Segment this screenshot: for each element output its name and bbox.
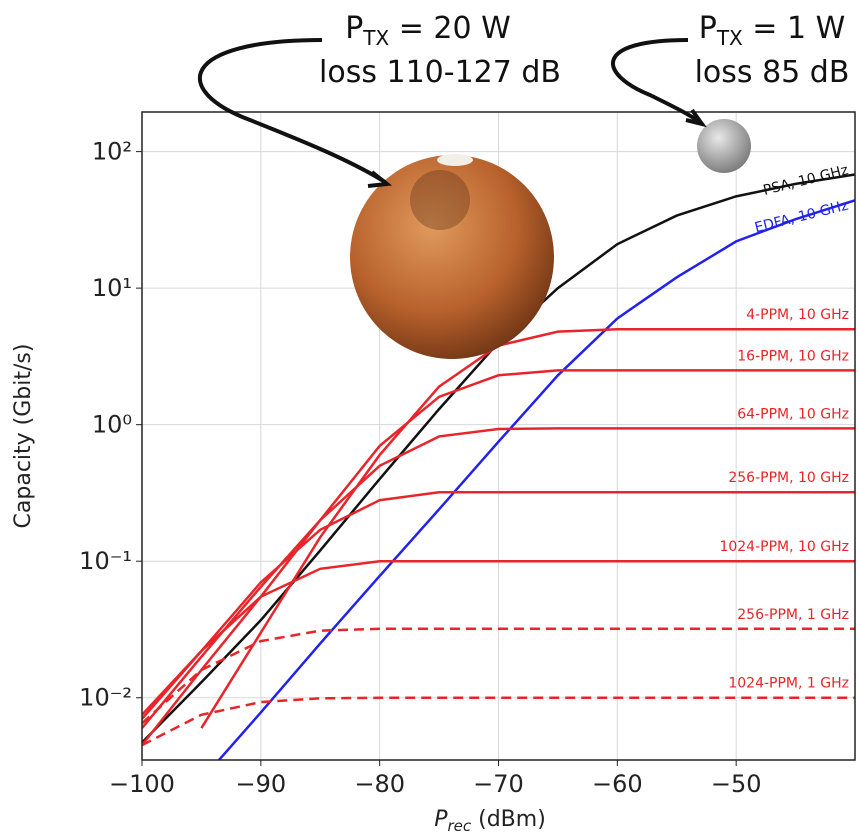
y-tick-label: 10¹ <box>92 274 132 302</box>
x-label-unit: (dBm) <box>471 807 546 832</box>
power: = 1 W <box>743 11 846 46</box>
x-axis-label: Prec (dBm) <box>434 807 546 835</box>
mars-ice-cap <box>437 154 473 166</box>
x-tick-label: −50 <box>711 770 762 798</box>
annotation-loss: loss 85 dB <box>695 55 850 90</box>
y-tick-label: 10⁰ <box>92 411 132 439</box>
mars-feature <box>410 170 470 230</box>
y-tick-label: 10⁻² <box>79 684 132 712</box>
series-label: 16-PPM, 10 GHz <box>737 348 849 364</box>
x-label-main: P <box>434 807 448 832</box>
x-tick-label: −90 <box>236 770 287 798</box>
series-label: 256-PPM, 10 GHz <box>728 470 849 486</box>
series-label: 1024-PPM, 10 GHz <box>719 539 849 555</box>
annotation-power: PTX = 20 W <box>345 11 511 50</box>
x-tick-label: −70 <box>473 770 524 798</box>
chart: Capacity (Gbit/s) Prec (dBm) PTX = 20 W … <box>0 0 858 838</box>
p: P <box>699 11 717 46</box>
y-axis-label: Capacity (Gbit/s) <box>11 344 36 529</box>
series-label: 4-PPM, 10 GHz <box>746 307 849 323</box>
p-sub: TX <box>716 26 743 50</box>
arrow-moon <box>613 40 700 122</box>
series-label: 64-PPM, 10 GHz <box>737 406 849 422</box>
series-label: PSA, 10 GHz <box>762 162 850 199</box>
p-sub: TX <box>362 26 389 50</box>
x-tick-label: −60 <box>592 770 643 798</box>
x-tick-label: −100 <box>109 770 175 798</box>
y-tick-label: 10⁻¹ <box>79 547 132 575</box>
series-label: 1024-PPM, 1 GHz <box>728 676 849 692</box>
y-tick-label: 10² <box>92 138 132 166</box>
power: = 20 W <box>389 11 511 46</box>
x-tick-label: −80 <box>354 770 405 798</box>
annotation-power: PTX = 1 W <box>699 11 846 50</box>
series-label: EDFA, 10 GHz <box>753 198 850 237</box>
annotation-loss: loss 110-127 dB <box>319 55 561 90</box>
series-label: 256-PPM, 1 GHz <box>737 607 849 623</box>
p: P <box>345 11 363 46</box>
x-label-sub: rec <box>447 817 471 835</box>
moon-image <box>697 119 751 173</box>
